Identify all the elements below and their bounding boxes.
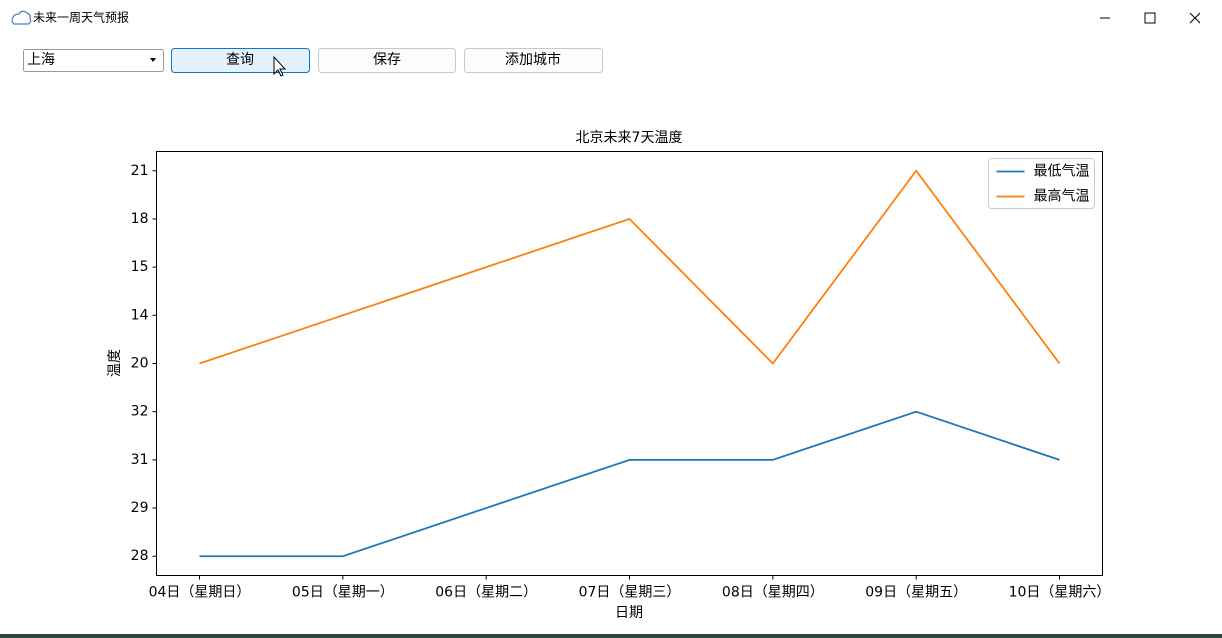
x-tick-label: 09日（星期五）: [865, 585, 967, 601]
button-label: 保存: [373, 52, 401, 68]
save-button[interactable]: [318, 48, 456, 73]
y-tick-label: 14: [131, 307, 149, 323]
x-tick-label: 08日（星期四）: [722, 585, 824, 601]
y-tick-label: 21: [131, 163, 149, 179]
y-axis-label: 温度: [107, 349, 123, 377]
x-axis-label: 日期: [615, 605, 643, 621]
x-tick-label: 04日（星期日）: [149, 585, 251, 601]
y-tick-label: 29: [131, 500, 149, 516]
x-tick-label: 06日（星期二）: [435, 585, 537, 601]
add-city-button[interactable]: [464, 48, 603, 73]
y-tick-label: 18: [131, 211, 149, 227]
line-series: [199, 169, 1061, 365]
y-tick-label: 32: [131, 404, 149, 420]
mouse-cursor: [273, 55, 287, 77]
window-title: 未来一周天气预报: [33, 10, 129, 25]
button-label: 查询: [226, 52, 254, 68]
chart-title: 北京未来7天温度: [576, 130, 683, 146]
combobox-text: 上海: [27, 52, 55, 68]
x-tick-label: 07日（星期三）: [579, 585, 681, 601]
plot: [199, 169, 1061, 558]
combobox-arrow: [150, 58, 156, 62]
y-tick-label: 15: [131, 259, 149, 275]
city-combobox[interactable]: [23, 49, 164, 72]
line-series: [199, 410, 1060, 558]
close-button[interactable]: [1189, 12, 1201, 24]
app-icon: [11, 10, 32, 25]
y-tick-label: 20: [131, 356, 149, 372]
legend-label: 最高气温: [1034, 188, 1090, 205]
y-tick-label: 31: [131, 452, 149, 468]
maximize-button[interactable]: [1144, 12, 1156, 24]
y-tick-label: 28: [131, 548, 149, 564]
x-tick-label: 05日（星期一）: [292, 585, 394, 601]
legend-label: 最低气温: [1034, 164, 1090, 180]
x-tick-label: 10日（星期六）: [1009, 585, 1111, 601]
button-label: 添加城市: [505, 51, 561, 68]
